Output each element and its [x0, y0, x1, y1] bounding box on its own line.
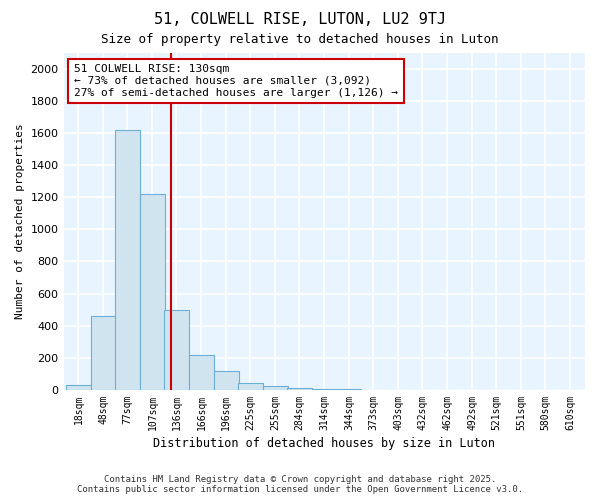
Bar: [214, 370, 239, 390]
Text: Contains HM Land Registry data © Crown copyright and database right 2025.
Contai: Contains HM Land Registry data © Crown c…: [77, 474, 523, 494]
Y-axis label: Number of detached properties: Number of detached properties: [15, 124, 25, 319]
Bar: [189, 354, 214, 390]
X-axis label: Distribution of detached houses by size in Luton: Distribution of detached houses by size …: [153, 437, 495, 450]
Bar: [312, 389, 337, 390]
Bar: [140, 194, 164, 390]
Bar: [337, 389, 361, 390]
Bar: [115, 130, 140, 390]
Text: Size of property relative to detached houses in Luton: Size of property relative to detached ho…: [101, 32, 499, 46]
Bar: [164, 310, 189, 390]
Bar: [287, 388, 311, 390]
Bar: [263, 386, 287, 390]
Text: 51, COLWELL RISE, LUTON, LU2 9TJ: 51, COLWELL RISE, LUTON, LU2 9TJ: [154, 12, 446, 28]
Bar: [66, 385, 91, 390]
Bar: [91, 316, 116, 390]
Bar: [238, 382, 263, 390]
Text: 51 COLWELL RISE: 130sqm
← 73% of detached houses are smaller (3,092)
27% of semi: 51 COLWELL RISE: 130sqm ← 73% of detache…: [74, 64, 398, 98]
